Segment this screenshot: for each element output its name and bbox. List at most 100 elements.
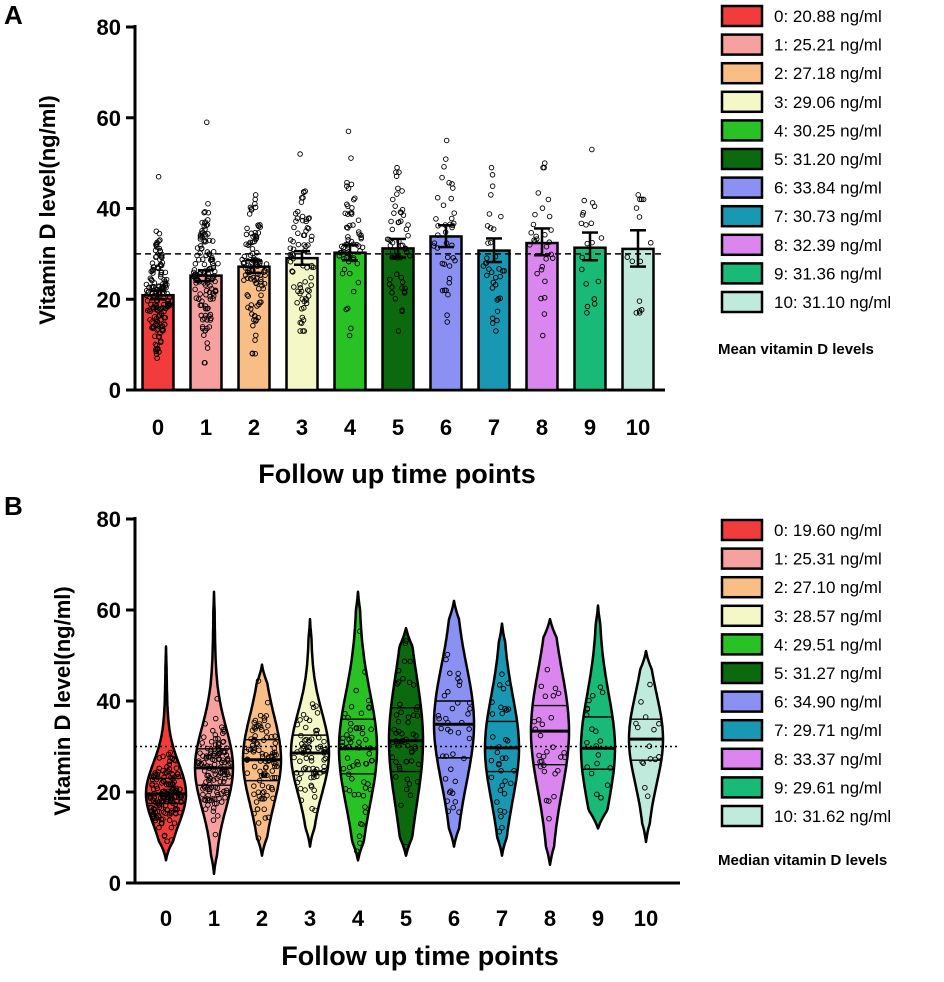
legend-label: 4: 29.51 ng/ml (774, 635, 882, 654)
panel-a-xlabel: Follow up time points (258, 459, 535, 489)
panel-a-point (197, 236, 204, 242)
panel-b-point (178, 799, 184, 806)
legend-item-4: 4: 29.51 ng/ml (720, 633, 882, 656)
panel-b-point (314, 710, 321, 716)
legend-item-10: 10: 31.10 ng/ml (720, 290, 891, 314)
panel-a-point (210, 293, 217, 299)
panel-b-point (313, 727, 319, 734)
panel-b-point (598, 795, 604, 801)
panel-b-point (503, 707, 510, 713)
panel-b-point (362, 669, 368, 675)
legend-item-7: 7: 29.71 ng/ml (720, 718, 882, 742)
panel-b-point (362, 809, 369, 815)
panel-b-point (168, 810, 175, 816)
panel-a-point (446, 180, 452, 186)
panel-a-point (434, 194, 441, 201)
panel-a-point (486, 266, 492, 272)
panel-b-point (498, 813, 504, 820)
panel-b-point (408, 748, 415, 754)
panel-a-point (392, 296, 399, 302)
panel-b-point (208, 739, 215, 745)
panel-a-point (389, 226, 396, 233)
panel-b-point (269, 768, 276, 774)
panel-a-point (346, 332, 353, 339)
legend-item-4: 4: 30.25 ng/ml (720, 119, 882, 142)
panel-b-point (291, 754, 297, 761)
legend-item-0: 0: 20.88 ng/ml (720, 4, 882, 28)
panel-a-point (392, 203, 398, 209)
panel-b-point (597, 684, 604, 690)
panel-a-point (451, 210, 457, 216)
panel-b-point (294, 721, 301, 728)
legend-swatch (720, 61, 764, 85)
panel-b-point (489, 711, 496, 717)
panel-a-point (349, 205, 355, 211)
panel-b-point (308, 774, 314, 781)
panel-b-point (500, 685, 507, 692)
panel-b-point (488, 757, 495, 764)
panel-a-point (194, 272, 201, 279)
panel-a-point (215, 260, 221, 267)
legend-item-1: 1: 25.31 ng/ml (720, 547, 882, 570)
panel-b-xtick-label: 3 (304, 906, 316, 931)
panel-b-point (584, 705, 591, 712)
panel-a-point (290, 246, 297, 252)
panel-a-bar-8 (525, 241, 559, 392)
panel-b-point (258, 724, 264, 730)
panel-b-point (497, 807, 503, 814)
panel-b-point (272, 740, 279, 746)
panel-a-point (395, 328, 402, 334)
panel-a-point (163, 305, 169, 312)
panel-b-point (538, 758, 545, 765)
panel-a-point (396, 219, 402, 225)
panel-a-point (262, 272, 268, 278)
panel-a-point (636, 298, 643, 304)
panel-b-point (313, 730, 320, 737)
panel-a-point (144, 307, 151, 314)
panel-a-point (347, 270, 353, 277)
panel-a-point (243, 231, 250, 238)
panel-b-point (393, 712, 400, 718)
panel-b-point (308, 758, 315, 764)
panel-a-ytick-label: 40 (97, 197, 121, 222)
panel-a-point (431, 240, 438, 246)
panel-a-point (444, 254, 451, 261)
panel-a-point (304, 287, 311, 293)
panel-b-point (161, 774, 167, 781)
panel-b-point (225, 755, 231, 762)
panel-a-point (540, 332, 546, 339)
panel-a-point (489, 285, 496, 291)
panel-b-point (448, 766, 454, 772)
panel-a-point (441, 164, 447, 170)
panel-a-point (528, 229, 534, 236)
panel-b-point (505, 680, 511, 686)
panel-b-point (265, 784, 272, 790)
panel-b-point (455, 729, 462, 736)
panel-a-ylabel: Vitamin D level(ng/ml) (35, 95, 60, 324)
panel-a-point (301, 305, 307, 311)
panel-a-legend-title: Mean vitamin D levels (718, 341, 874, 358)
legend-label: 10: 31.10 ng/ml (774, 293, 891, 312)
panel-b-point (256, 747, 262, 753)
panel-b-point (396, 728, 402, 735)
legend-item-8: 8: 32.39 ng/ml (720, 233, 882, 257)
panel-a-point (144, 298, 151, 304)
panel-a-point (251, 312, 258, 319)
panel-a-bar-10 (621, 247, 655, 392)
panel-a-point (299, 296, 305, 302)
panel-a-point (246, 211, 253, 217)
panel-a-point (347, 210, 354, 216)
panel-a-point (439, 174, 445, 181)
panel-a-point (297, 285, 304, 291)
panel-a-point (150, 324, 156, 330)
panel-b-xlabel: Follow up time points (281, 941, 558, 971)
panel-a-chart: 0 20 40 60 80 0 1 2 3 4 5 6 7 8 9 10 (97, 15, 665, 440)
panel-b-point (391, 726, 397, 733)
panel-b-point (438, 725, 444, 732)
panel-a-point (446, 263, 453, 269)
panel-a-point (257, 222, 263, 228)
legend-label: 8: 32.39 ng/ml (774, 236, 882, 255)
legend-item-2: 2: 27.18 ng/ml (720, 61, 882, 85)
panel-a-point (584, 310, 590, 316)
panel-a-point (297, 282, 303, 288)
